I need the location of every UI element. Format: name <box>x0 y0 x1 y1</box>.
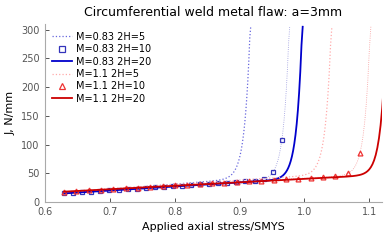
Y-axis label: J, N/mm: J, N/mm <box>5 91 16 135</box>
Title: Circumferential weld metal flaw: a=3mm: Circumferential weld metal flaw: a=3mm <box>85 5 343 19</box>
X-axis label: Applied axial stress/SMYS: Applied axial stress/SMYS <box>142 223 285 233</box>
Legend: M=0.83 2H=5, M=0.83 2H=10, M=0.83 2H=20, M=1.1 2H=5, M=1.1 2H=10, M=1.1 2H=20: M=0.83 2H=5, M=0.83 2H=10, M=0.83 2H=20,… <box>49 29 154 107</box>
